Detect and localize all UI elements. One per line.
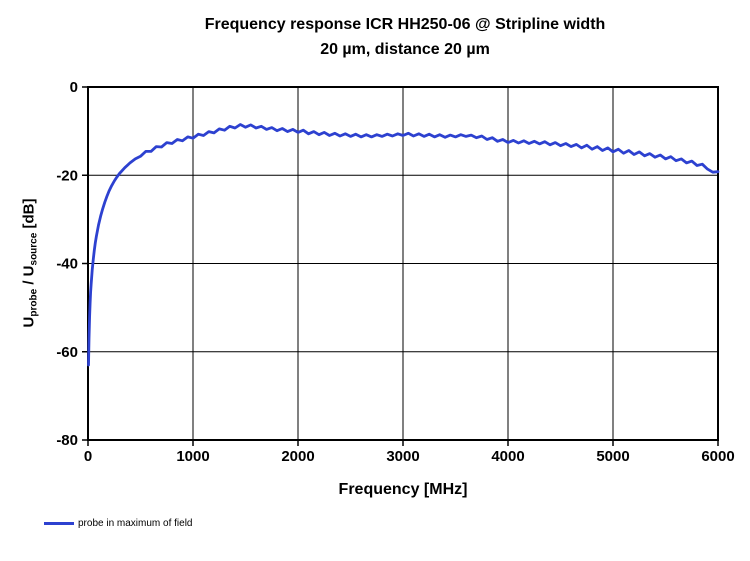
frequency-response-curve [87,123,720,367]
x-tick-label: 0 [84,448,92,465]
y-tick-label: 0 [70,79,78,96]
x-tick-label: 3000 [386,448,419,465]
y-tick-label: -20 [56,167,78,184]
chart-title-line1: Frequency response ICR HH250-06 @ Stripl… [204,16,606,33]
x-tick-label: 1000 [176,448,209,465]
chart-title: Frequency response ICR HH250-06 @ Stripl… [70,12,740,62]
chart-title-line2: 20 µm, distance 20 µm [320,41,490,58]
y-tick-label: -40 [56,256,78,273]
x-tick-label: 5000 [596,448,629,465]
legend-line-swatch [44,522,74,525]
legend: probe in maximum of field [44,518,193,529]
legend-label: probe in maximum of field [78,518,193,529]
y-tick-label: -60 [56,344,78,361]
x-axis-title: Frequency [MHz] [338,481,468,498]
x-tick-label: 2000 [281,448,314,465]
x-tick-label: 6000 [701,448,734,465]
y-tick-label: -80 [56,432,78,449]
x-tick-label: 4000 [491,448,524,465]
